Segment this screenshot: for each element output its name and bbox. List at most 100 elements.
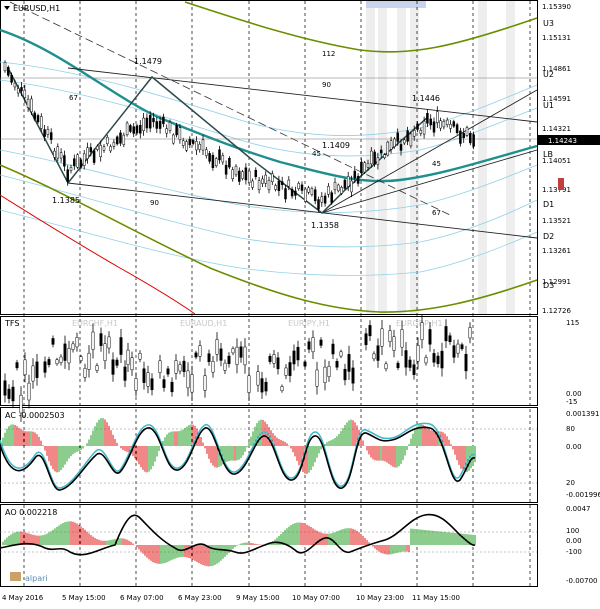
tfs-body: [31, 365, 35, 382]
candle-body: [320, 196, 324, 203]
tfs-body: [83, 368, 87, 378]
svg-text:D2: D2: [543, 232, 554, 241]
candle-body: [3, 61, 7, 72]
red-line: [0, 194, 196, 315]
tfs-body: [276, 357, 280, 370]
tfs-title: TFS: [4, 319, 19, 328]
tfs-body: [178, 364, 182, 372]
tfs-body: [432, 353, 436, 363]
candle-body: [241, 171, 244, 179]
candle-body: [158, 120, 162, 129]
tfs-body: [296, 346, 300, 361]
tfs-body: [47, 359, 51, 365]
candle-body: [376, 157, 380, 165]
candle-body: [465, 127, 469, 136]
tfs-body: [95, 365, 99, 371]
candle-body: [274, 185, 277, 190]
alpari-logo: alpari: [10, 572, 48, 583]
timeframe-marker[interactable]: [558, 178, 564, 190]
symbol-dropdown-icon[interactable]: [4, 6, 10, 10]
level-labels: U3 U2 U1 LB D1 D2 D3: [543, 19, 554, 290]
tfs-body: [448, 335, 452, 342]
svg-text:10 May 07:00: 10 May 07:00: [292, 594, 340, 602]
tfs-body: [460, 344, 464, 350]
candle-body: [139, 124, 142, 134]
candle-body: [7, 66, 10, 76]
tfs-body: [372, 353, 376, 360]
tfs-body: [331, 343, 335, 355]
candle-body: [208, 153, 211, 162]
candle-body: [205, 149, 208, 156]
candle-body: [412, 130, 416, 137]
candle-body: [422, 120, 426, 135]
candle-body: [462, 133, 465, 139]
candle-body: [76, 154, 79, 168]
time-axis: 4 May 2016 5 May 15:00 6 May 07:00 6 May…: [2, 594, 460, 602]
candle-body: [472, 134, 475, 147]
tfs-body: [396, 362, 400, 369]
tfs-body: [215, 339, 219, 355]
tfs-body: [130, 357, 134, 371]
candle-body: [224, 164, 228, 175]
candle-body: [356, 176, 360, 184]
candle-body: [304, 188, 307, 202]
candle-body: [188, 139, 192, 146]
price-axis: 1.15390 1.15131 1.14861 1.14591 1.14321 …: [542, 3, 571, 315]
candle-body: [284, 188, 287, 200]
candle-body: [290, 189, 294, 197]
teal-ma: [0, 28, 538, 183]
svg-text:1.12726: 1.12726: [542, 307, 571, 315]
tfs-body: [43, 361, 47, 373]
tfs-body: [364, 333, 368, 346]
candle-body: [469, 133, 472, 144]
candle-body: [379, 149, 383, 154]
svg-text:-0.00700: -0.00700: [566, 577, 597, 585]
tfs-body: [71, 343, 75, 350]
candle-body: [346, 176, 350, 187]
candle-body: [393, 138, 396, 147]
candle-body: [340, 187, 343, 194]
candle-body: [10, 74, 13, 83]
tfs-body: [319, 339, 323, 346]
candle-body: [178, 127, 182, 141]
candle-body: [323, 195, 327, 204]
tfs-body: [19, 394, 23, 414]
tfs-body: [272, 354, 276, 364]
candle-body: [234, 165, 238, 176]
candle-body: [366, 163, 370, 168]
tfs-axis: 115 0.00 -15: [566, 319, 582, 406]
svg-text:1.14051: 1.14051: [542, 157, 571, 165]
candle-body: [185, 141, 188, 151]
candle-body: [119, 132, 122, 144]
tfs-body: [280, 386, 284, 391]
svg-text:U2: U2: [543, 70, 554, 79]
candle-body: [238, 170, 241, 182]
tfs-body: [203, 375, 207, 391]
svg-text:0.00: 0.00: [566, 443, 582, 451]
candle-body: [455, 124, 459, 134]
candle-body: [66, 169, 69, 182]
tfs-body: [7, 388, 11, 399]
candle-body: [313, 189, 317, 202]
tfs-body: [119, 337, 123, 355]
candle-body: [277, 180, 281, 191]
tfs-body: [162, 379, 166, 388]
tfs-candles: [3, 314, 472, 422]
svg-text:80: 80: [566, 425, 575, 433]
candle-body: [79, 159, 83, 168]
tfs-body: [311, 337, 315, 353]
candle-body: [257, 180, 261, 191]
ao-black-line: [0, 513, 476, 556]
candle-body: [337, 184, 340, 192]
candle-body: [142, 117, 145, 132]
svg-text:1.14591: 1.14591: [542, 95, 571, 103]
label-1.1446: 1.1446: [412, 94, 440, 103]
svg-text:20: 20: [566, 479, 575, 487]
candle-body: [310, 188, 314, 195]
tfs-body: [235, 346, 239, 365]
ao-histogram: [2, 521, 476, 567]
tfs-body: [444, 326, 448, 342]
candle-body: [360, 161, 363, 174]
tfs-body: [243, 346, 247, 366]
